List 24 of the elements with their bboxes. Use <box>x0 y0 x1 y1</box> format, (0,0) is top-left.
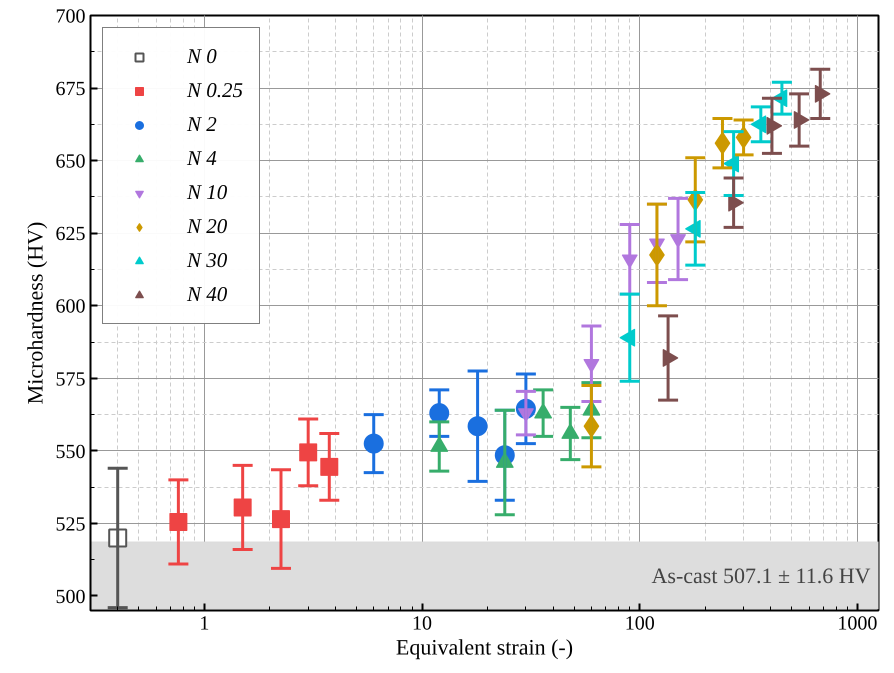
band-label: As-cast 507.1 ± 11.6 HV <box>651 562 871 588</box>
x-tick-label: 1 <box>199 612 210 634</box>
y-tick-label: 625 <box>56 223 86 246</box>
y-tick-label: 550 <box>56 440 86 463</box>
legend-label: N 20 <box>187 214 228 239</box>
x-tick-label: 100 <box>624 612 655 634</box>
y-tick-label: 700 <box>56 6 86 28</box>
x-tick-label: 1000 <box>837 612 878 634</box>
legend-label: N 10 <box>187 180 228 205</box>
y-tick-label: 500 <box>56 586 86 608</box>
legend-label: N 0.25 <box>187 78 244 103</box>
x-axis-title: Equivalent strain (-) <box>396 634 574 660</box>
y-tick-label: 525 <box>56 513 86 536</box>
y-tick-label: 575 <box>56 368 86 390</box>
y-tick-label: 675 <box>56 78 86 100</box>
legend-label: N 4 <box>187 146 217 171</box>
legend-label: N 40 <box>187 282 228 307</box>
y-tick-label: 650 <box>56 150 86 173</box>
legend-label: N 30 <box>187 248 228 273</box>
legend-label: N 2 <box>187 112 217 137</box>
legend-label: N 0 <box>187 44 217 69</box>
y-axis-title: Microhardness (HV) <box>22 222 48 404</box>
y-tick-label: 600 <box>56 296 86 318</box>
x-tick-label: 10 <box>412 612 432 634</box>
